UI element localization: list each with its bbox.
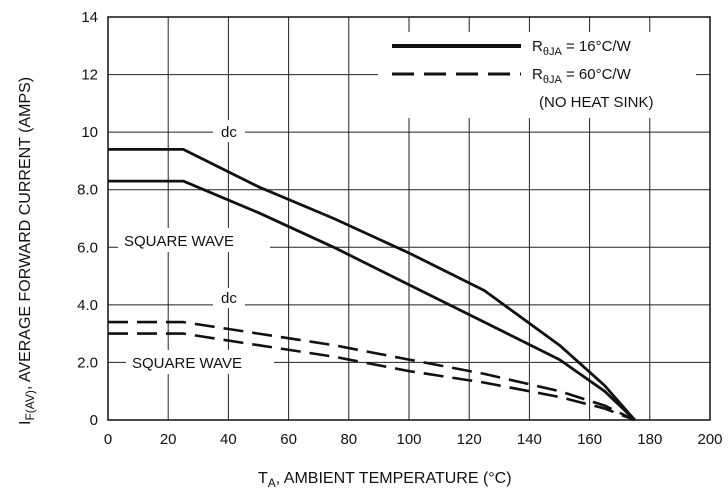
y-tick-label: 12	[81, 67, 98, 84]
x-tick-label: 40	[220, 431, 237, 448]
series-line-dashed-square-wave	[108, 332, 636, 422]
y-tick-label: 2.0	[77, 354, 98, 371]
x-axis-label: TA, AMBIENT TEMPERATURE (°C)	[258, 470, 512, 490]
x-tick-label: 20	[160, 431, 177, 448]
y-tick-label: 6.0	[77, 239, 98, 256]
x-tick-label: 120	[457, 431, 482, 448]
legend: RθJA = 16°C/W RθJA = 60°C/W (NO HEAT SIN…	[378, 32, 696, 118]
y-tick-label: 4.0	[77, 297, 98, 314]
annotation-square-wave-2: SQUARE WAVE	[132, 355, 242, 372]
x-tick-label: 140	[517, 431, 542, 448]
y-tick-label: 8.0	[77, 182, 98, 199]
series-line-solid-dc	[108, 147, 636, 421]
x-tick-label: 80	[340, 431, 357, 448]
annotation-square-wave-1-bg	[118, 228, 270, 252]
x-tick-label: 180	[637, 431, 662, 448]
legend-solid-label: RθJA = 16°C/W	[532, 38, 632, 58]
y-tick-label: 0	[90, 412, 98, 429]
annotation-dc-2: dc	[221, 290, 237, 307]
plot-frame	[107, 16, 711, 421]
x-tick-label: 60	[280, 431, 297, 448]
annotation-dc-1: dc	[221, 124, 237, 141]
annotation-square-wave-1: SQUARE WAVE	[124, 233, 234, 250]
x-tick-label: 200	[697, 431, 722, 448]
series-line-solid-square-wave	[108, 179, 636, 422]
series-line-dashed-dc	[108, 320, 636, 422]
y-tick-label: 10	[81, 124, 98, 141]
y-axis-label: IF(AV), AVERAGE FORWARD CURRENT (AMPS)	[17, 77, 37, 425]
annotation-dc-1-bg	[213, 120, 245, 142]
x-tick-labels: 0 20 40 60 80 100 120 140 160 180 200	[104, 431, 723, 448]
x-tick-label: 100	[396, 431, 421, 448]
annotation-dc-2-bg	[213, 288, 245, 308]
y-tick-label: 14	[81, 9, 98, 26]
y-tick-labels: 0 2.0 4.0 6.0 8.0 10 12 14	[77, 9, 98, 429]
annotation-square-wave-2-bg	[126, 350, 274, 374]
series-layer	[108, 147, 636, 422]
legend-dashed-label: RθJA = 60°C/W	[532, 66, 632, 86]
legend-dashed-note: (NO HEAT SINK)	[539, 94, 653, 111]
x-tick-label: 160	[577, 431, 602, 448]
x-tick-label: 0	[104, 431, 112, 448]
